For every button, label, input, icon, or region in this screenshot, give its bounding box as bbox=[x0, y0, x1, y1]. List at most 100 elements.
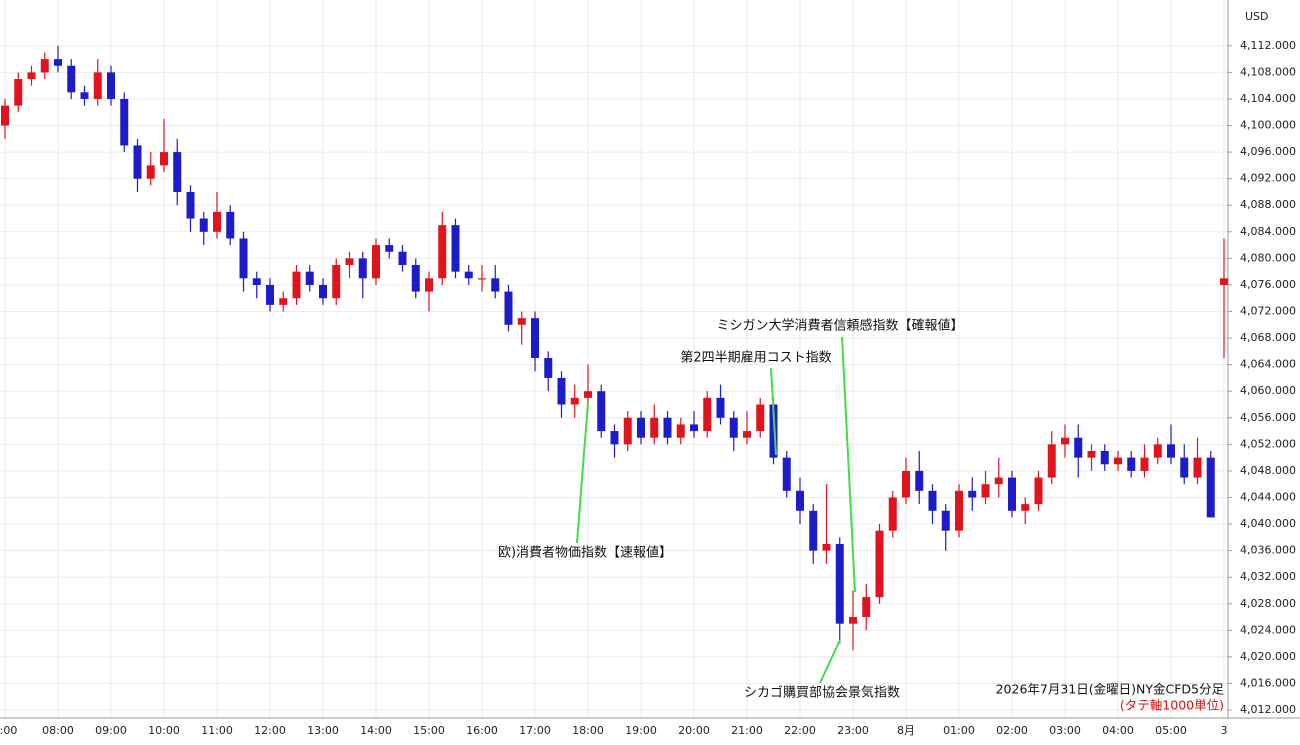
y-tick-label: 4,056.000 bbox=[1240, 411, 1296, 424]
candle-body bbox=[1087, 450, 1096, 458]
y-tick-label: 4,044.000 bbox=[1240, 490, 1296, 503]
y-tick-label: 4,052.000 bbox=[1240, 437, 1296, 450]
candle-body bbox=[319, 284, 327, 299]
x-tick-label: 20:00 bbox=[678, 724, 710, 737]
candle-body bbox=[107, 72, 115, 99]
candle-body bbox=[93, 72, 102, 99]
candle-body bbox=[226, 211, 235, 239]
candle-body bbox=[1153, 444, 1162, 458]
candle-body bbox=[491, 278, 500, 292]
candle-body bbox=[385, 245, 394, 252]
x-tick-label: 10:00 bbox=[148, 724, 180, 737]
candle-body bbox=[438, 225, 447, 279]
candle-body bbox=[372, 245, 380, 279]
candle-body bbox=[690, 424, 698, 432]
candle-body bbox=[1140, 457, 1149, 471]
candle-body bbox=[292, 271, 301, 299]
y-tick-label: 4,080.000 bbox=[1240, 251, 1296, 264]
x-tick-label: 19:00 bbox=[625, 724, 657, 737]
x-tick-label: 08:00 bbox=[42, 724, 74, 737]
candle-body bbox=[239, 238, 248, 279]
candle-body bbox=[955, 490, 963, 531]
candle-body bbox=[1061, 437, 1069, 445]
candle-body bbox=[729, 417, 738, 438]
candle-body bbox=[199, 218, 208, 232]
candle-body bbox=[743, 431, 751, 438]
candle-body bbox=[703, 397, 712, 432]
candle-body bbox=[544, 358, 553, 378]
candle-body bbox=[637, 417, 645, 438]
y-tick-label: 4,016.000 bbox=[1240, 676, 1296, 689]
candle-body bbox=[902, 470, 910, 498]
candle-body bbox=[716, 397, 725, 418]
candle-body bbox=[584, 391, 592, 398]
y-tick-label: 4,064.000 bbox=[1240, 358, 1296, 371]
candle-body bbox=[504, 291, 513, 325]
candle-body bbox=[835, 543, 844, 624]
subcaption: (タテ軸1000単位) bbox=[1120, 698, 1224, 713]
candle-body bbox=[160, 152, 168, 166]
caption: 2026年7月31日(金曜日)NY金CFD5分足 bbox=[996, 682, 1225, 697]
annotation: ミシガン大学消費者信頼感指数【確報値】 bbox=[716, 318, 963, 334]
x-tick-label: 18:00 bbox=[572, 724, 604, 737]
y-tick-label: 4,032.000 bbox=[1240, 570, 1296, 583]
candle-body bbox=[796, 490, 804, 511]
candle-body bbox=[345, 258, 354, 266]
candle-body bbox=[173, 152, 182, 192]
y-tick-label: 4,100.000 bbox=[1240, 119, 1296, 132]
candle-body bbox=[1220, 278, 1228, 285]
candle-body bbox=[915, 470, 924, 491]
x-tick-label: 8月 bbox=[897, 724, 915, 737]
x-tick-label: 21:00 bbox=[731, 724, 763, 737]
candle-body bbox=[994, 477, 1003, 485]
y-tick-label: 4,108.000 bbox=[1240, 65, 1296, 78]
grid bbox=[0, 0, 1228, 718]
annotation-line bbox=[576, 401, 589, 544]
candle-body bbox=[1100, 450, 1109, 465]
candle-body bbox=[1206, 457, 1215, 518]
x-tick-label: 14:00 bbox=[360, 724, 392, 737]
y-tick-label: 4,096.000 bbox=[1240, 145, 1296, 158]
candle-body bbox=[120, 98, 129, 146]
candle-body bbox=[266, 284, 274, 305]
annotation: シカゴ購買部協会景気指数 bbox=[744, 685, 900, 701]
x-tick-label: 05:00 bbox=[1155, 724, 1187, 737]
candles bbox=[1, 45, 1228, 651]
candle-body bbox=[570, 397, 579, 405]
candle-body bbox=[332, 265, 341, 299]
y-tick-label: 4,076.000 bbox=[1240, 278, 1296, 291]
x-tick-label: 15:00 bbox=[413, 724, 445, 737]
candle-body bbox=[1167, 444, 1175, 458]
x-tick-label: 09:00 bbox=[95, 724, 127, 737]
x-tick-label: 17:00 bbox=[519, 724, 551, 737]
y-tick-label: 4,028.000 bbox=[1240, 597, 1296, 610]
annotation-line bbox=[770, 367, 777, 456]
annotation-line bbox=[841, 336, 856, 593]
candle-body bbox=[1180, 457, 1189, 478]
candle-body bbox=[782, 457, 791, 491]
candle-body bbox=[650, 417, 659, 438]
candle-body bbox=[1047, 444, 1056, 478]
candle-body bbox=[279, 298, 288, 305]
x-tick-label: 02:00 bbox=[996, 724, 1028, 737]
candle-body bbox=[822, 543, 831, 551]
candle-body bbox=[186, 191, 195, 219]
x-tick-label: 12:00 bbox=[254, 724, 286, 737]
candle-body bbox=[1, 105, 9, 126]
x-tick-label: 16:00 bbox=[466, 724, 498, 737]
candle-body bbox=[1008, 477, 1016, 511]
candle-body bbox=[676, 424, 685, 438]
candle-body bbox=[425, 278, 433, 292]
candle-body bbox=[464, 271, 473, 279]
candle-body bbox=[968, 490, 977, 498]
annotation: 第2四半期雇用コスト指数 bbox=[680, 350, 831, 366]
x-tick-label: 22:00 bbox=[784, 724, 816, 737]
y-tick-label: 4,084.000 bbox=[1240, 225, 1296, 238]
x-tick-label: 3 bbox=[1221, 724, 1228, 737]
candle-body bbox=[451, 225, 460, 272]
y-tick-label: 4,036.000 bbox=[1240, 544, 1296, 557]
y-tick-label: 4,020.000 bbox=[1240, 650, 1296, 663]
candle-body bbox=[67, 65, 76, 93]
